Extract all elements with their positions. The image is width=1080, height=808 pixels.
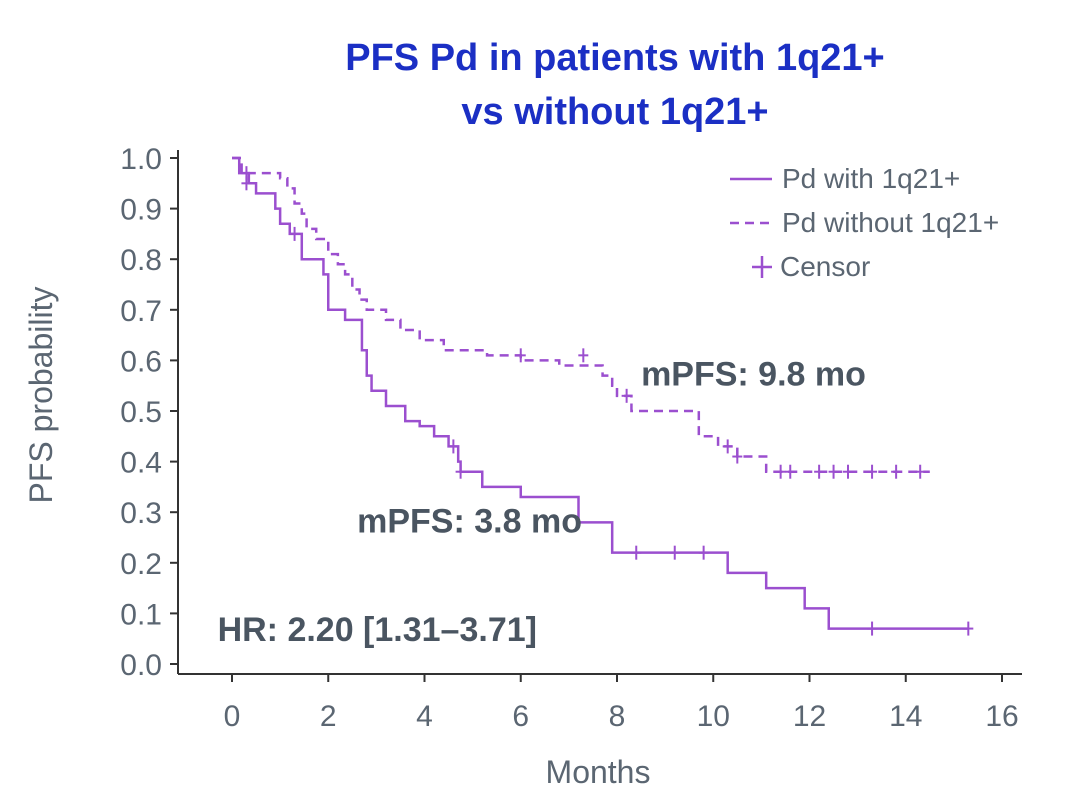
y-tick-label: 0.2 [120,548,162,581]
y-tick-label: 1.0 [120,143,162,176]
series-with-1q21-censor-mark [289,226,300,241]
x-ticks: 0 2 4 6 8 10 12 14 16 [224,674,1019,733]
legend-label: Pd without 1q21+ [782,207,999,238]
series-with-1q21-censor-mark [669,545,680,560]
chart-title-line-1: PFS Pd in patients with 1q21+ [345,37,885,79]
x-tick-label: 12 [793,700,826,733]
series-without-1q21-censor-mark [515,348,526,363]
y-tick-label: 0.1 [120,598,162,631]
x-tick-label: 4 [416,700,433,733]
chart-title-line-2: vs without 1q21+ [461,91,768,133]
series-without-1q21-censor-mark [785,464,796,479]
annotation-1: mPFS: 3.8 mo [357,502,582,540]
x-tick-label: 6 [512,700,529,733]
x-tick-label: 2 [320,700,337,733]
series-with-1q21-censor-mark [698,545,709,560]
annotation-2: HR: 2.20 [1.31–3.71] [218,611,537,649]
x-tick-label: 8 [609,700,626,733]
series-with-1q21-censor-mark [455,464,466,479]
legend: Pd with 1q21+ Pd without 1q21+ Censor [730,163,999,282]
series-layer [232,156,974,636]
annotations: mPFS: 9.8 mo mPFS: 3.8 mo HR: 2.20 [1.31–3… [218,356,866,650]
y-tick-label: 0.8 [120,244,162,277]
y-tick-label: 0.6 [120,345,162,378]
legend-item-0: Pd with 1q21+ [730,163,960,194]
y-tick-label: 0.0 [120,649,162,682]
x-tick-label: 14 [889,700,922,733]
x-tick-label: 16 [985,700,1018,733]
legend-item-1: Pd without 1q21+ [730,207,999,238]
series-with-1q21-censor-mark [631,545,642,560]
series-without-1q21-censor-mark [775,464,786,479]
series-without-1q21-censor-mark [891,464,902,479]
series-with-1q21-line [232,156,969,630]
x-tick-label: 10 [697,700,730,733]
series-without-1q21-censor-mark [814,464,825,479]
x-axis-label: Months [546,754,651,790]
legend-item-2: Censor [752,251,870,282]
annotation-0: mPFS: 9.8 mo [641,356,866,394]
series-without-1q21-censor-mark [843,464,853,479]
x-tick-label: 0 [224,700,241,733]
series-without-1q21-censor-mark [915,464,926,479]
y-tick-label: 0.7 [120,295,162,328]
y-ticks: 0.0 0.1 0.2 0.3 0.4 0.5 0.6 0.7 0.8 0.9 1.0 [120,143,178,682]
y-tick-label: 0.9 [120,194,162,227]
series-without-1q21-censor-mark [578,348,589,363]
series-with-1q21-censor-mark [448,439,459,454]
series-without-1q21-censor-mark [828,464,839,479]
series-without-1q21-censor-mark [241,166,252,181]
series-without-1q21-censor-mark [867,464,878,479]
series-with-1q21-censor-mark [867,621,878,636]
y-tick-label: 0.3 [120,497,162,530]
y-axis-label: PFS probability [23,287,59,504]
series-without-1q21-censor-mark [722,439,733,454]
y-tick-label: 0.4 [120,447,162,480]
legend-label: Censor [780,251,870,282]
y-tick-label: 0.5 [120,396,162,429]
legend-label: Pd with 1q21+ [782,163,960,194]
series-without-1q21-censor-mark [621,388,632,403]
series-without-1q21-line [232,156,930,473]
series-with-1q21-censor-mark [963,621,974,636]
series-without-1q21-censor-mark [732,449,743,464]
